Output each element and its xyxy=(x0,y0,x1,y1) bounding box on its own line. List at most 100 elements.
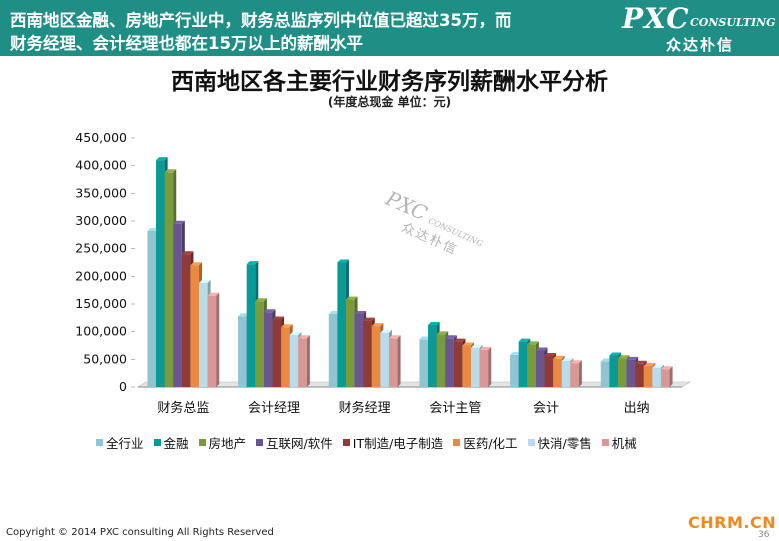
bar xyxy=(281,327,290,387)
chart-legend: 全行业 金融 房地产 互联网/软件 IT制造/电子制造 医药/化工 快消/零售 机械 xyxy=(96,433,706,451)
bar xyxy=(660,369,670,387)
bar-top xyxy=(255,298,267,302)
bar-top xyxy=(337,259,349,263)
bar xyxy=(354,313,364,387)
bar xyxy=(328,313,338,387)
bar xyxy=(535,350,545,387)
y-tick-label: 150,000 xyxy=(75,296,127,311)
bar xyxy=(238,316,247,387)
bar xyxy=(553,358,562,387)
bar xyxy=(527,344,536,387)
bar xyxy=(652,367,661,387)
bar xyxy=(643,365,653,387)
bar xyxy=(428,325,437,387)
legend-item: 机械 xyxy=(601,433,637,452)
x-category-label: 会计经理 xyxy=(248,401,300,416)
pxc-logo: PXC CONSULTING 众达朴信 xyxy=(622,2,778,54)
bar-top xyxy=(527,341,539,345)
bar-top xyxy=(380,329,392,333)
bar-top xyxy=(388,335,401,339)
legend-label: IT制造/电子制造 xyxy=(352,435,444,451)
site-badge: CHRM.CN xyxy=(688,513,777,532)
bar xyxy=(190,265,200,387)
legend-item: 互联网/软件 xyxy=(256,433,333,452)
bar-top xyxy=(363,317,375,321)
bar xyxy=(289,334,299,387)
legend-label: 金融 xyxy=(163,435,189,451)
x-category-label: 会计主管 xyxy=(429,401,481,416)
bar-top xyxy=(453,338,466,342)
bar xyxy=(164,172,174,387)
bar-top xyxy=(609,352,621,356)
legend-swatch xyxy=(153,438,161,446)
legend-item: 医药/化工 xyxy=(453,433,518,452)
y-tick-label: 0 xyxy=(119,379,127,394)
bar-top xyxy=(518,338,531,342)
bar xyxy=(471,347,480,387)
legend-label: 全行业 xyxy=(106,435,144,451)
bar xyxy=(147,230,157,387)
y-tick-label: 50,000 xyxy=(83,351,127,366)
bar xyxy=(510,354,519,387)
x-category-label: 出纳 xyxy=(624,401,650,416)
bar-top xyxy=(652,364,664,368)
legend-swatch xyxy=(198,438,206,446)
legend-item: 快消/零售 xyxy=(527,433,592,452)
bar xyxy=(380,332,389,387)
bar-top xyxy=(281,324,293,328)
bar-top xyxy=(156,157,168,161)
bar xyxy=(635,363,644,387)
bar-top xyxy=(462,342,475,346)
bar-top xyxy=(626,356,639,360)
legend-swatch xyxy=(527,438,535,446)
legend-label: 机械 xyxy=(611,435,637,451)
chart-title: 西南地区各主要行业财务序列薪酬水平分析 xyxy=(171,69,608,95)
bar-top xyxy=(173,220,185,224)
legend-item: IT制造/电子制造 xyxy=(342,433,444,452)
bar-top xyxy=(436,331,449,335)
bar xyxy=(156,160,165,387)
header-line-2: 财务经理、会计经理也都在15万以上的薪酬水平 xyxy=(10,34,363,53)
bar xyxy=(255,301,264,387)
bar xyxy=(173,223,182,387)
legend-label: 互联网/软件 xyxy=(266,435,333,451)
bar xyxy=(436,334,446,387)
bar xyxy=(246,264,256,387)
bar-top xyxy=(570,360,582,364)
legend-swatch xyxy=(342,438,350,446)
bar xyxy=(600,361,610,387)
bar xyxy=(207,295,217,387)
bar xyxy=(298,338,307,387)
header-banner: 西南地区金融、房地产行业中，财务总监序列中位值已超过35万，而 财务经理、会计经… xyxy=(0,0,779,56)
bar-top xyxy=(246,261,259,265)
bar-top xyxy=(544,353,557,357)
y-tick-label: 200,000 xyxy=(75,268,127,283)
y-tick-label: 400,000 xyxy=(75,158,127,173)
bar-side xyxy=(306,335,310,387)
bar xyxy=(337,262,346,387)
logo-subtext: CONSULTING xyxy=(690,16,776,29)
logo-chinese-name: 众达朴信 xyxy=(666,36,735,54)
legend-swatch xyxy=(96,438,103,446)
legend-swatch xyxy=(453,438,461,446)
bar xyxy=(445,338,454,387)
y-tick-label: 250,000 xyxy=(75,241,127,256)
bar-top xyxy=(199,279,211,283)
x-category-label: 财务经理 xyxy=(339,400,391,416)
bar-top xyxy=(298,335,310,339)
bar-top xyxy=(181,251,194,255)
bar xyxy=(570,363,579,387)
bar xyxy=(617,358,627,387)
bar xyxy=(544,356,554,387)
bar-side xyxy=(578,360,582,387)
bar xyxy=(199,282,208,387)
bar-top xyxy=(471,344,483,348)
page-number: 36 xyxy=(758,530,770,540)
bar-top xyxy=(553,355,565,359)
bar xyxy=(181,254,191,387)
y-tick-label: 300,000 xyxy=(75,213,127,228)
bar xyxy=(626,359,636,387)
bar-top xyxy=(207,292,220,296)
x-category-label: 会计 xyxy=(533,401,559,416)
